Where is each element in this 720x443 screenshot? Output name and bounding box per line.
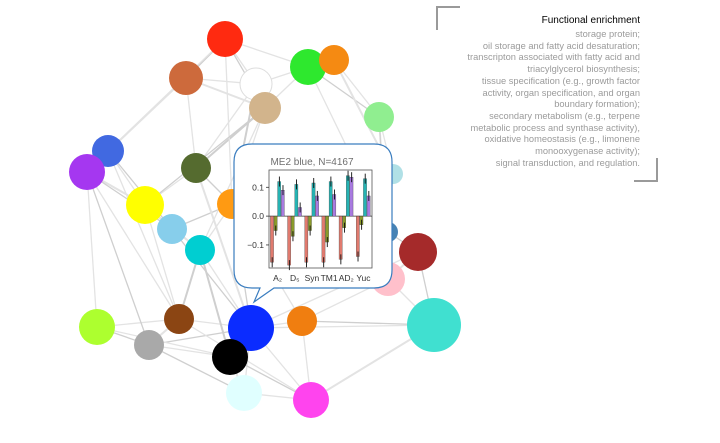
module-node[interactable]: [249, 92, 281, 124]
enrichment-line: triacylglycerol biosynthesis;: [527, 64, 640, 75]
module-node[interactable]: [207, 21, 243, 57]
network-edge: [199, 249, 231, 358]
module-node[interactable]: [364, 102, 394, 132]
enrichment-text: storage protein; oil storage and fatty a…: [420, 29, 640, 169]
network-edge: [250, 324, 435, 329]
network-edge: [195, 83, 257, 169]
network-edge: [144, 204, 180, 320]
x-tick-label: AD₂: [339, 273, 354, 283]
network-edge: [107, 38, 226, 152]
module-node[interactable]: [69, 154, 105, 190]
enrichment-line: oil storage and fatty acid desaturation;: [482, 40, 640, 51]
panel-corner-bottom-right: [634, 158, 658, 182]
chart-bar: [270, 215, 274, 263]
enrichment-line: monooxygenase activity);: [535, 146, 640, 157]
enrichment-line: secondary metabolism (e.g., terpene: [489, 110, 640, 121]
chart-bar: [321, 215, 326, 263]
y-tick-label: 0.1: [252, 182, 264, 192]
module-node[interactable]: [212, 339, 248, 375]
enrichment-line: oxidative homeostasis (e.g., limonene: [484, 134, 640, 145]
x-tick-label: A₂: [273, 273, 282, 283]
chart-bar: [277, 181, 281, 217]
x-tick-label: D₅: [290, 273, 300, 283]
module-node[interactable]: [79, 309, 115, 345]
y-tick-label: 0.0: [252, 211, 264, 221]
module-node[interactable]: [407, 298, 461, 352]
enrichment-line: boundary formation);: [554, 99, 640, 110]
enrichment-line: signal transduction, and regulation.: [495, 157, 640, 168]
panel-corner-top-left: [436, 6, 460, 30]
chart-bar: [304, 215, 309, 263]
enrichment-line: tissue specification (e.g., growth facto…: [481, 75, 640, 86]
module-node[interactable]: [157, 214, 187, 244]
enrichment-line: activity, organ specification, and organ: [482, 87, 640, 98]
network-edge: [86, 171, 98, 328]
module-node[interactable]: [319, 45, 349, 75]
chart-bar: [363, 178, 367, 217]
enrichment-line: transcripton associated with fatty acid …: [467, 52, 640, 63]
enrichment-line: metabolic process and synthase activity)…: [470, 122, 641, 133]
module-tooltip: ME2 blue, N=4167 0.1 0.0 −0.1 A₂ D₅ Syn TM1 AD₂ Y…: [233, 143, 393, 304]
network-edge: [195, 167, 252, 329]
x-tick-label: Syn: [305, 273, 320, 283]
x-tick-label: TM1: [321, 273, 338, 283]
tooltip-chart-title: ME2 blue, N=4167: [270, 157, 354, 168]
y-tick-label: −0.1: [247, 240, 264, 250]
chart-bar: [349, 177, 354, 217]
module-node[interactable]: [287, 306, 317, 336]
x-tick-label: Yuc: [356, 273, 371, 283]
enrichment-line: storage protein;: [575, 29, 640, 39]
module-node[interactable]: [169, 61, 203, 95]
module-node[interactable]: [134, 330, 164, 360]
module-node[interactable]: [185, 235, 215, 265]
chart-bar: [346, 175, 350, 217]
chart-bar: [328, 181, 333, 217]
chart-frame: [268, 169, 373, 269]
module-node[interactable]: [228, 305, 274, 351]
chart-bar: [356, 215, 360, 257]
module-node[interactable]: [92, 135, 124, 167]
network-edge: [86, 171, 180, 320]
module-node[interactable]: [164, 304, 194, 334]
module-node[interactable]: [226, 375, 262, 411]
network-edge: [86, 171, 150, 346]
network-edge: [199, 107, 266, 251]
module-node[interactable]: [290, 49, 326, 85]
module-node[interactable]: [293, 382, 329, 418]
chart-bar: [338, 215, 343, 260]
network-edge: [107, 150, 180, 320]
enrichment-title: Functional enrichment: [541, 15, 640, 26]
module-node[interactable]: [126, 186, 164, 224]
functional-enrichment-panel: Functional enrichment storage protein; o…: [436, 6, 658, 182]
network-nodes[interactable]: [69, 21, 461, 418]
module-node[interactable]: [181, 153, 211, 183]
module-node[interactable]: [399, 233, 437, 271]
chart-bar: [287, 215, 291, 266]
